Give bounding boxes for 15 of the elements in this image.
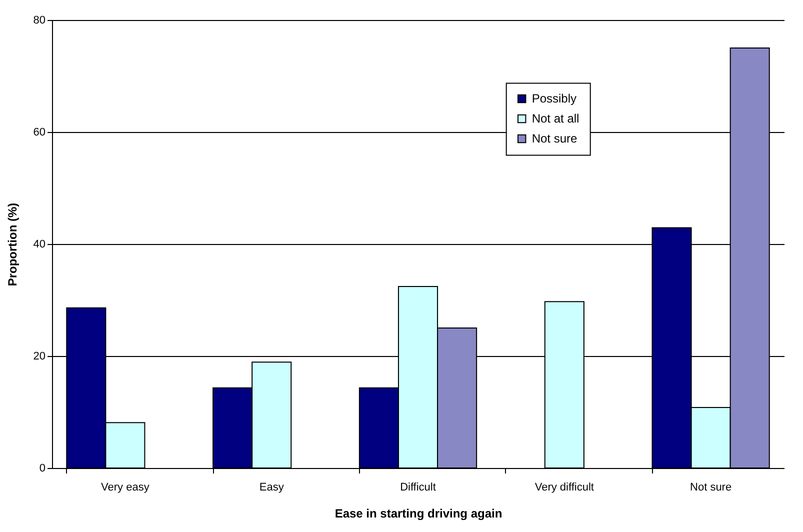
x-tick-label: Very difficult <box>534 482 594 494</box>
x-tick-label: Very easy <box>101 482 150 494</box>
legend-label: Not sure <box>532 132 578 146</box>
y-tick-label: 20 <box>33 350 46 362</box>
y-tick-label: 0 <box>39 462 46 474</box>
y-tick-label: 60 <box>33 126 46 138</box>
x-axis-title: Ease in starting driving again <box>334 506 502 520</box>
y-axis-title: Proportion (%) <box>5 202 20 286</box>
legend-label: Possibly <box>532 92 577 106</box>
x-tick-label: Not sure <box>690 482 732 494</box>
x-tick-label: Easy <box>259 482 284 494</box>
y-tick-label: 80 <box>33 14 46 26</box>
x-tick-label: Difficult <box>400 482 436 494</box>
legend-label: Not at all <box>532 112 580 126</box>
y-tick-label: 40 <box>33 238 46 250</box>
